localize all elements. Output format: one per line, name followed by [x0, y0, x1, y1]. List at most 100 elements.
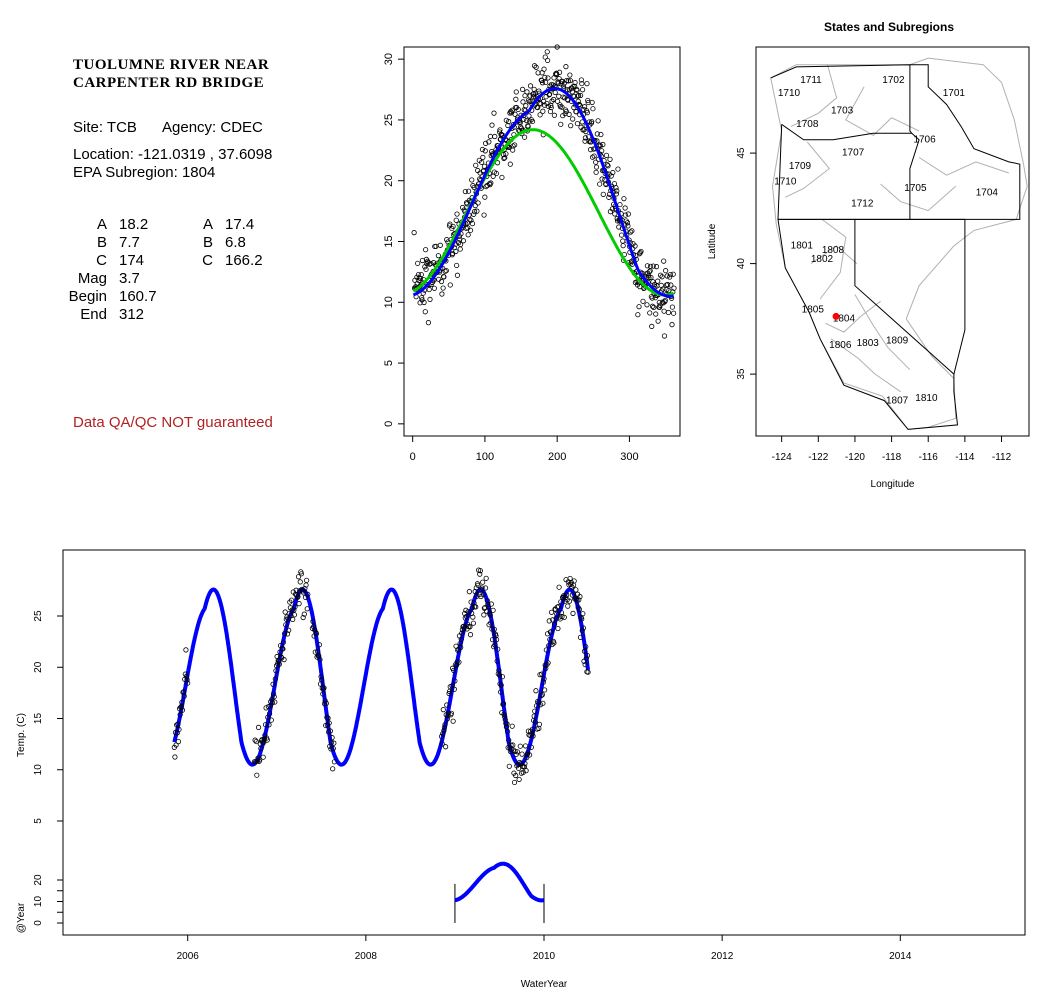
data-point — [548, 609, 555, 615]
data-point — [523, 117, 530, 124]
temperature-model-line — [172, 587, 591, 767]
y-tick-label: 15 — [33, 713, 44, 725]
data-point — [659, 274, 665, 280]
data-point — [571, 104, 577, 111]
data-point — [583, 644, 589, 650]
data-point — [305, 591, 311, 598]
data-point — [255, 724, 262, 730]
data-point — [176, 726, 182, 733]
data-point — [475, 582, 481, 588]
data-point — [540, 700, 546, 706]
data-point — [455, 647, 461, 653]
region-label: 1802 — [811, 254, 834, 265]
subregion-boundary — [830, 338, 901, 393]
data-point — [516, 776, 522, 783]
data-point — [544, 49, 550, 55]
data-point — [272, 676, 278, 682]
data-point — [551, 112, 557, 118]
data-point — [454, 262, 460, 269]
data-point — [543, 647, 549, 653]
data-point — [581, 104, 588, 110]
param-value: 6.8 — [225, 234, 246, 251]
region-label: 1805 — [802, 305, 825, 316]
data-point — [584, 652, 591, 659]
data-point — [423, 266, 429, 272]
data-point — [605, 163, 611, 169]
data-point — [574, 87, 580, 94]
data-point — [575, 93, 581, 99]
data-point — [499, 674, 505, 680]
data-point — [510, 147, 516, 153]
data-point — [565, 78, 571, 84]
data-point — [450, 223, 456, 230]
data-point — [452, 678, 458, 684]
data-point — [582, 135, 588, 141]
data-point — [517, 759, 523, 766]
data-point — [567, 72, 573, 78]
data-point — [253, 738, 259, 745]
x-tick-label: 200 — [548, 451, 566, 463]
data-point — [425, 320, 432, 326]
data-point — [635, 312, 641, 318]
data-point — [313, 631, 320, 637]
data-point — [665, 281, 671, 288]
region-label: 1705 — [904, 183, 927, 194]
data-point — [280, 639, 287, 645]
data-point — [648, 274, 654, 281]
data-point — [662, 297, 668, 304]
param-row: B 7.7 — [57, 234, 157, 252]
data-point — [330, 766, 336, 772]
subregion-boundary — [810, 245, 858, 265]
data-point — [422, 309, 428, 315]
data-point — [565, 603, 571, 609]
fit-line-blue — [412, 86, 674, 298]
data-point — [612, 211, 618, 217]
param-value: 17.4 — [225, 216, 255, 233]
data-point — [461, 625, 467, 631]
data-point — [440, 731, 446, 737]
data-point — [523, 768, 529, 774]
data-point — [600, 141, 606, 148]
data-point — [509, 107, 515, 113]
param-value: 312 — [119, 306, 145, 323]
data-point — [527, 118, 533, 124]
data-point — [175, 739, 181, 745]
data-point — [585, 669, 591, 675]
y-tick-label: 25 — [383, 114, 395, 126]
y-tick-label: 40 — [736, 258, 747, 270]
param-name: B — [96, 234, 107, 251]
data-point — [524, 89, 530, 95]
y-tick-label: 25 — [33, 610, 44, 622]
params-right: A 17.4 B 6.8 C 166.2 — [163, 216, 262, 270]
plot-frame — [62, 549, 1026, 936]
data-point — [663, 268, 669, 274]
data-point — [649, 303, 656, 309]
data-point — [280, 646, 286, 652]
data-point — [529, 118, 536, 125]
data-point — [584, 110, 590, 116]
data-point — [454, 659, 460, 665]
data-point — [275, 657, 281, 664]
data-point — [441, 274, 447, 280]
subregion-boundary — [825, 300, 881, 333]
data-point — [293, 587, 299, 593]
data-point — [545, 75, 551, 81]
data-point — [488, 620, 494, 626]
data-point — [513, 89, 519, 95]
data-point — [585, 97, 591, 104]
data-point — [523, 103, 529, 109]
data-point — [622, 205, 628, 211]
data-point — [493, 633, 499, 639]
data-point — [490, 607, 496, 613]
data-point — [542, 687, 548, 693]
data-point — [569, 592, 576, 598]
data-point — [301, 611, 307, 617]
data-point — [276, 658, 282, 664]
data-point — [480, 579, 486, 585]
param-row: End 312 — [57, 306, 157, 324]
data-point — [603, 152, 610, 158]
params-left: A 18.2 B 7.7 C 174 Mag 3.7 Begin 160.7 End 312 — [57, 216, 157, 324]
data-point — [475, 200, 481, 206]
data-point — [545, 57, 551, 64]
location-label: Location: -121.0319 , 37.6098 — [73, 146, 273, 163]
